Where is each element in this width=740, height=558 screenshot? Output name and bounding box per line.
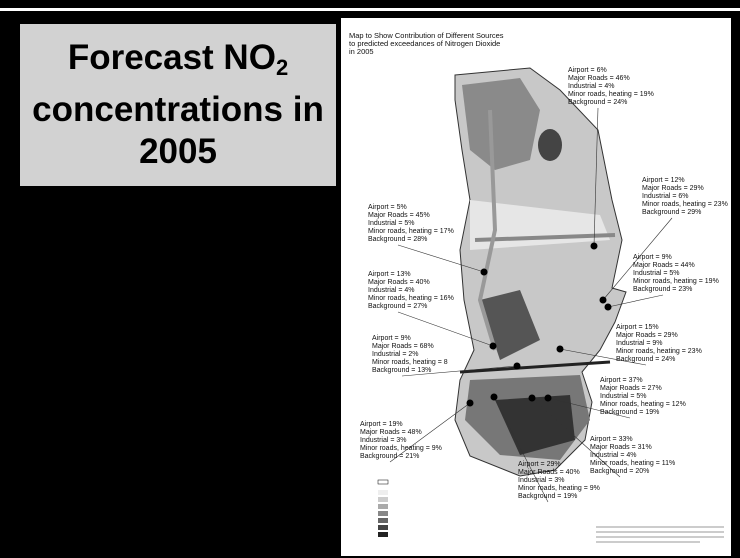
annotation-line: Background = 23% (633, 286, 692, 293)
annotation-line: Industrial = 9% (616, 340, 663, 347)
annotation-line: Minor roads, heating = 11% (590, 460, 675, 467)
annotation-line: Industrial = 2% (372, 351, 419, 358)
annotation-line: Industrial = 4% (368, 287, 415, 294)
annotation-line: Major Roads = 68% (372, 343, 434, 350)
annotation-line: Minor roads, heating = 23% (642, 201, 728, 208)
annotation-line: Major Roads = 29% (616, 332, 678, 339)
annotation-line: Background = 21% (360, 453, 419, 460)
annotation-line: Background = 24% (568, 99, 627, 106)
rule (0, 8, 740, 11)
site-dot (557, 346, 564, 353)
annotation-line: Minor roads, heating = 17% (368, 228, 454, 235)
legend-swatch (378, 497, 388, 502)
annotation-line: Industrial = 5% (368, 220, 415, 227)
site-dot (605, 304, 612, 311)
site-dot (491, 394, 498, 401)
annotation-line: Industrial = 6% (642, 193, 689, 200)
annotation-line: Airport = 19% (360, 421, 403, 428)
annotation-line: Airport = 9% (633, 254, 672, 261)
title-box: Forecast NO2 concentrations in 2005 (20, 24, 336, 186)
annotation-line: Industrial = 4% (568, 83, 615, 90)
annotation-line: Minor roads, heating = 23% (616, 348, 702, 355)
site-dot (481, 269, 488, 276)
annotation-line: Background = 29% (642, 209, 701, 216)
annotation-line: Airport = 29% (518, 461, 561, 468)
annotation-line: Background = 24% (616, 356, 675, 363)
legend-swatch (378, 480, 388, 484)
annotation-line: Industrial = 5% (633, 270, 680, 277)
annotation-line: Background = 13% (372, 367, 431, 374)
annotation-line: Major Roads = 40% (518, 469, 580, 476)
annotation-line: Background = 27% (368, 303, 427, 310)
annotation-line: Airport = 12% (642, 177, 685, 184)
annotation-line: Airport = 13% (368, 271, 411, 278)
site-dot (490, 343, 497, 350)
legend-swatch (378, 525, 388, 530)
slide-title: Forecast NO2 concentrations in 2005 (20, 37, 336, 173)
annotation-line: Airport = 33% (590, 436, 633, 443)
annotation-line: Airport = 5% (368, 204, 407, 211)
legend-swatch (378, 511, 388, 516)
annotation-line: Industrial = 4% (590, 452, 637, 459)
site-dot (600, 297, 607, 304)
annotation-line: Background = 20% (590, 468, 649, 475)
map-panel: Airport = 6%Major Roads = 46%Industrial … (341, 18, 731, 556)
title-main: Forecast NO (68, 38, 276, 77)
annotation-line: Background = 19% (518, 493, 577, 500)
annotation-line: Minor roads, heating = 9% (518, 485, 600, 492)
annotation-line: Major Roads = 31% (590, 444, 652, 451)
annotation-line: Background = 19% (600, 409, 659, 416)
legend-swatch (378, 504, 388, 509)
legend-swatch (378, 490, 388, 495)
map-title: in 2005 (349, 47, 374, 56)
annotation-line: Major Roads = 46% (568, 75, 630, 82)
legend-swatch (378, 518, 388, 523)
annotation-line: Industrial = 3% (360, 437, 407, 444)
site-dot (529, 395, 536, 402)
annotation-line: Minor roads, heating = 9% (360, 445, 442, 452)
annotation-line: Airport = 15% (616, 324, 659, 331)
site-dot (591, 243, 598, 250)
title-rest: concentrations in 2005 (32, 90, 324, 171)
title-subscript: 2 (276, 55, 288, 80)
site-dot (514, 363, 521, 370)
site-dot (467, 400, 474, 407)
annotation-line: Airport = 9% (372, 335, 411, 342)
annotation-line: Major Roads = 27% (600, 385, 662, 392)
annotation-line: Minor roads, heating = 19% (633, 278, 719, 285)
annotation-line: Industrial = 3% (518, 477, 565, 484)
annotation-line: Major Roads = 29% (642, 185, 704, 192)
annotation-line: Airport = 37% (600, 377, 643, 384)
annotation-line: Major Roads = 45% (368, 212, 430, 219)
annotation-line: Industrial = 5% (600, 393, 647, 400)
annotation-line: Minor roads, heating = 8 (372, 359, 448, 366)
map-zone (538, 129, 562, 161)
slide: Forecast NO2 concentrations in 2005 Airpo… (0, 0, 740, 558)
site-dot (545, 395, 552, 402)
annotation-line: Minor roads, heating = 16% (368, 295, 454, 302)
annotation-line: Background = 28% (368, 236, 427, 243)
annotation-line: Major Roads = 48% (360, 429, 422, 436)
legend-swatch (378, 532, 388, 537)
annotation-line: Major Roads = 44% (633, 262, 695, 269)
annotation-line: Minor roads, heating = 12% (600, 401, 686, 408)
annotation-line: Airport = 6% (568, 67, 607, 74)
annotation-line: Major Roads = 40% (368, 279, 430, 286)
annotation-line: Minor roads, heating = 19% (568, 91, 654, 98)
